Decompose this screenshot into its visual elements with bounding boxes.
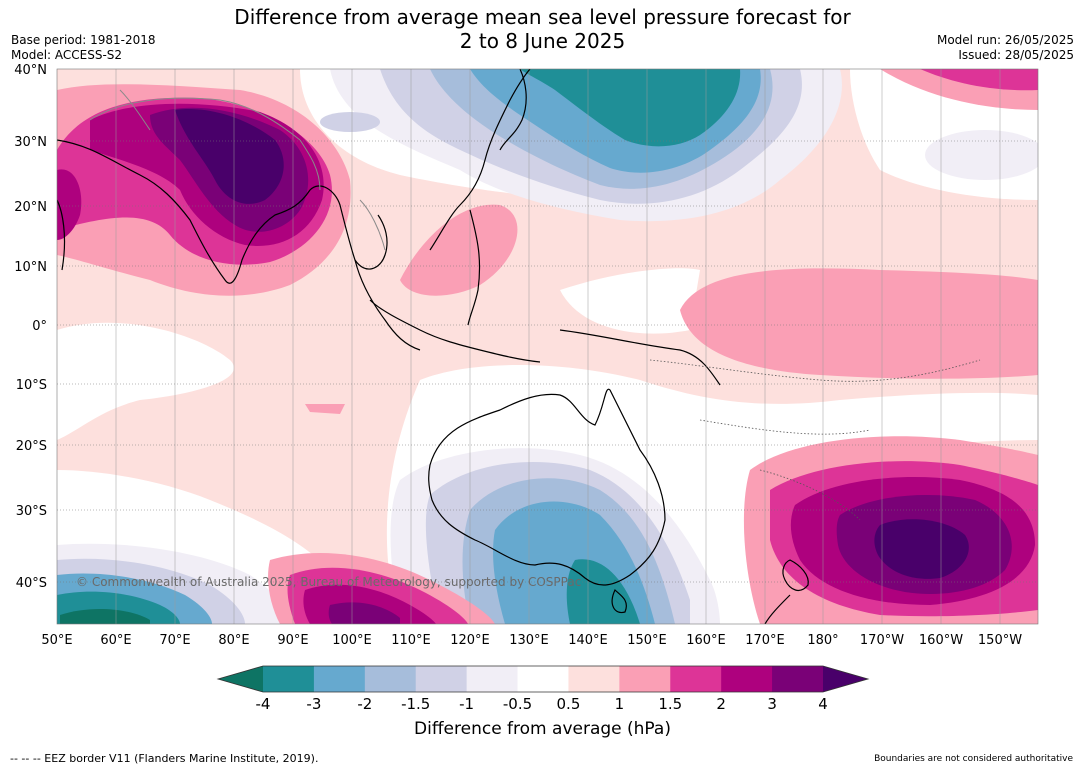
colorbar-tick-label: 1.5 [658,695,682,713]
colorbar-tick-labels: -4 -3 -2 -1.5 -1 -0.5 0.5 1 1.5 2 3 4 [256,695,828,713]
latitude-labels: 40°N 30°N 20°N 10°N 0° 10°S 20°S 30°S 40… [14,63,47,591]
eez-borders [649,359,981,521]
colorbar-swatch [364,666,417,692]
model-name: Model: ACCESS-S2 [11,48,123,62]
lon-label-60e: 60°E [100,633,131,648]
lon-label-80e: 80°E [218,633,249,648]
colorbar-swatch [568,666,620,692]
colorbar-tick-label: 3 [767,695,777,713]
map-title-line2: 2 to 8 June 2025 [459,29,626,53]
lat-label-40s: 40°S [16,576,47,591]
lat-label-0: 0° [32,319,47,334]
issued-date: Issued: 28/05/2025 [958,48,1074,62]
colorbar-max-extend [823,666,868,692]
map-title: Difference from average mean sea level p… [0,5,1085,53]
lat-label-40n: 40°N [14,63,47,78]
lat-label-20s: 20°S [16,439,47,454]
lon-label-120e: 120°E [450,633,490,648]
graticule [57,69,1038,624]
lon-label-150e: 150°E [627,633,667,648]
lon-label-110e: 110°E [391,633,431,648]
model-run: Model run: 26/05/2025 [936,33,1074,47]
copyright-text: © Commonwealth of Australia 2025, Bureau… [76,575,581,589]
colorbar-tick-label: -1 [459,695,474,713]
colorbar-tick-label: -3 [306,695,321,713]
colorbar-swatch [619,666,671,692]
lon-label-150w: 150°W [978,633,1022,648]
colorbar-swatch [721,666,773,692]
map-title-line1: Difference from average mean sea level p… [234,5,851,29]
map-frame [56,68,1039,625]
lon-label-140e: 140°E [568,633,608,648]
lon-label-170e: 170°E [745,633,785,648]
colorbar-tick-label: -2 [357,695,372,713]
colorbar-swatch [670,666,722,692]
lon-label-160e: 160°E [686,633,726,648]
lat-label-20n: 20°N [14,200,47,215]
colorbar-tick-label: 1 [615,695,625,713]
lon-label-160w: 160°W [919,633,963,648]
lon-label-50e: 50°E [41,633,72,648]
lon-label-180: 180° [807,633,838,648]
colorbar-min-extend [218,666,263,692]
colorbar-title: Difference from average (hPa) [414,719,671,739]
colorbar-outline [216,665,870,693]
lat-label-30s: 30°S [16,504,47,519]
colorbar-swatch [263,666,315,692]
colorbar-swatch [466,666,519,692]
meta-left: Base period: 1981-2018 Model: ACCESS-S2 [11,33,156,63]
colorbar-swatch [772,666,824,692]
colorbar-tick-label: 0.5 [557,695,581,713]
colorbar-tick-label: 4 [818,695,828,713]
lon-label-100e: 100°E [332,633,372,648]
eez-legend-note: -- -- -- EEZ border V11 (Flanders Marine… [10,752,319,765]
lon-label-70e: 70°E [159,633,190,648]
lon-label-90e: 90°E [277,633,308,648]
colorbar-tick-label: -0.5 [503,695,532,713]
meta-right: Model run: 26/05/2025 Issued: 28/05/2025 [937,33,1074,63]
colorbar-tick-label: -4 [256,695,271,713]
longitude-labels: 50°E 60°E 70°E 80°E 90°E 100°E 110°E 120… [41,633,1022,648]
lat-label-30n: 30°N [14,135,47,150]
colorbar [216,665,870,693]
coastlines [57,69,809,624]
lon-label-130e: 130°E [509,633,549,648]
lon-label-170w: 170°W [860,633,904,648]
base-period: Base period: 1981-2018 [11,33,156,47]
colorbar-swatch [313,666,366,692]
colorbar-tick-label: -1.5 [401,695,430,713]
pressure-anomaly-field [57,69,1038,624]
colorbar-swatch [415,666,468,692]
lat-label-10s: 10°S [16,378,47,393]
country-borders [89,89,386,251]
colorbar-swatch [517,666,569,692]
lat-label-10n: 10°N [14,260,47,275]
colorbar-tick-label: 2 [716,695,726,713]
boundaries-disclaimer: Boundaries are not considered authoritat… [874,754,1073,764]
